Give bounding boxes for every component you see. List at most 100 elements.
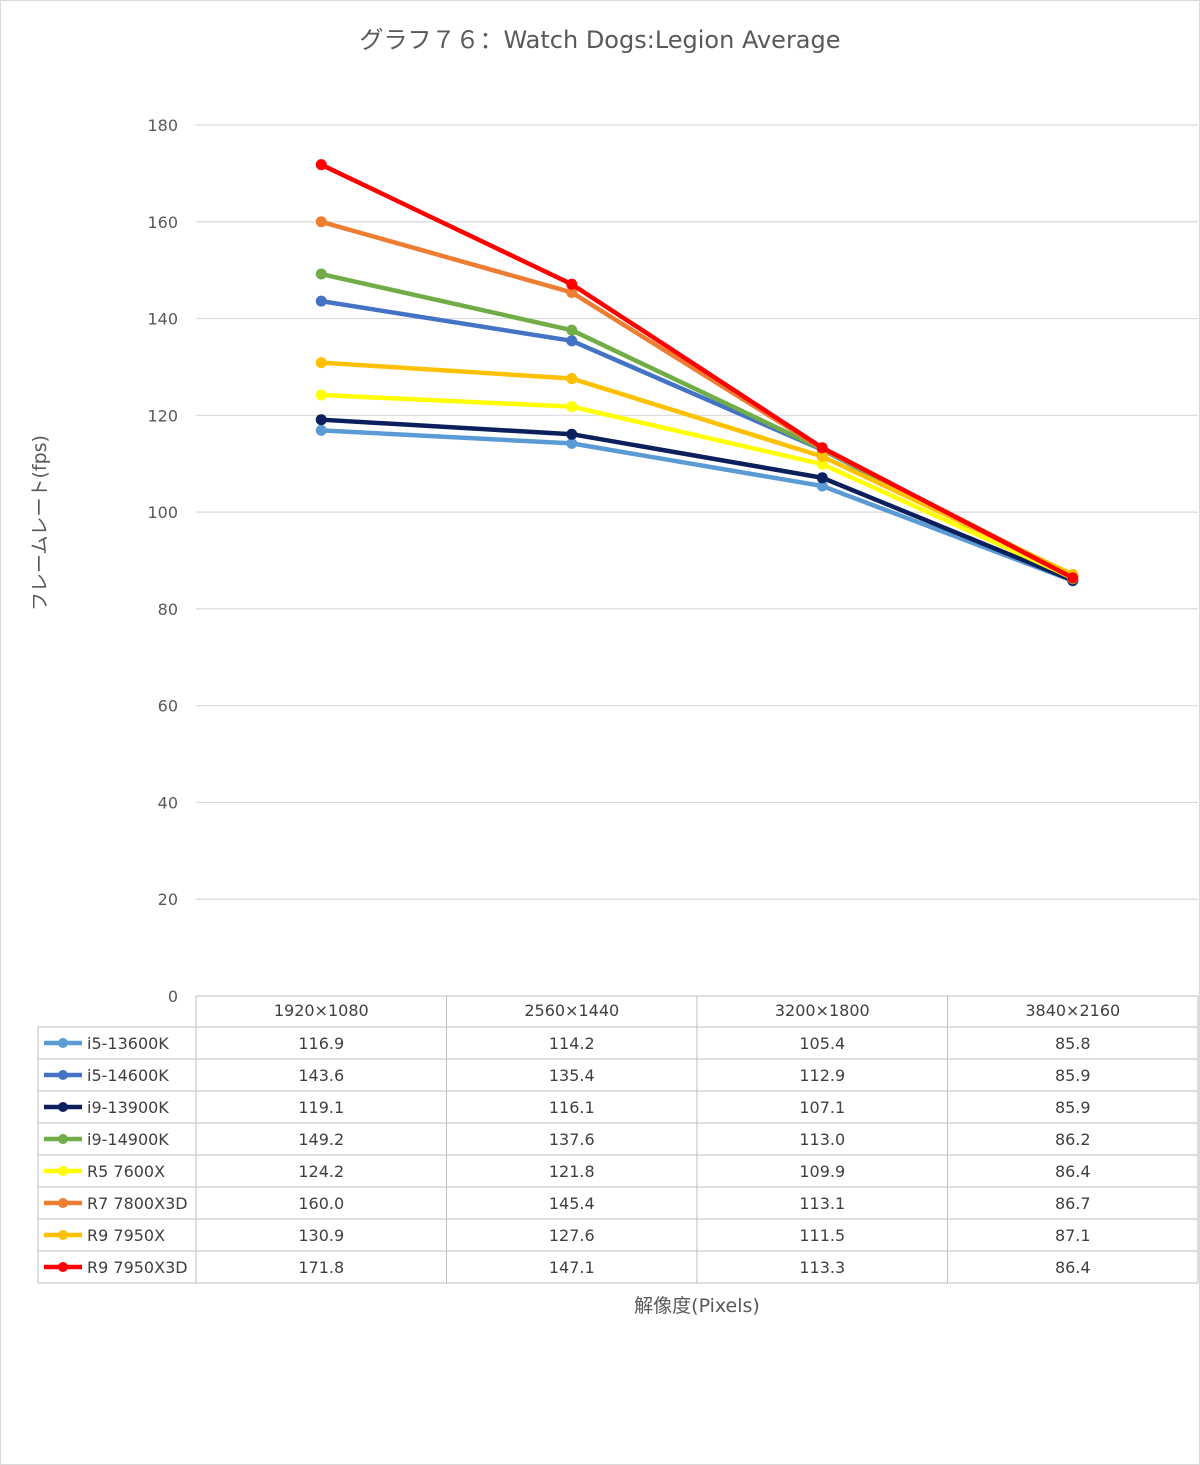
legend-key-marker: [58, 1134, 68, 1144]
data-label: 135.4: [549, 1066, 595, 1085]
series-name: i9-13900K: [87, 1098, 169, 1117]
series-i9-13900k: [315, 414, 1079, 586]
data-label: 149.2: [298, 1130, 344, 1149]
data-label: 113.1: [799, 1194, 845, 1213]
legend-key-marker: [58, 1070, 68, 1080]
data-label: 113.0: [799, 1130, 845, 1149]
data-label: 87.1: [1055, 1226, 1091, 1245]
chart-title: グラフ７６：Watch Dogs:Legion Average: [359, 26, 840, 54]
series-lines: [315, 159, 1079, 587]
data-point: [1067, 572, 1079, 584]
series-name: R7 7800X3D: [87, 1194, 188, 1213]
y-tick-label: 160: [147, 213, 178, 232]
data-point: [566, 335, 578, 347]
data-point: [315, 414, 327, 426]
data-label: 145.4: [549, 1194, 595, 1213]
y-tick-label: 120: [147, 406, 178, 425]
series-name: R5 7600X: [87, 1162, 165, 1181]
data-point: [816, 442, 828, 454]
data-label: 119.1: [298, 1098, 344, 1117]
category-label: 3840×2160: [1025, 1001, 1120, 1020]
series-line: [319, 417, 1075, 583]
data-point: [816, 472, 828, 484]
data-label: 116.9: [298, 1034, 344, 1053]
data-label: 114.2: [549, 1034, 595, 1053]
data-point: [315, 424, 327, 436]
data-label: 130.9: [298, 1226, 344, 1245]
data-point: [816, 450, 828, 462]
series-name: i5-13600K: [87, 1034, 169, 1053]
y-tick-label: 80: [158, 600, 178, 619]
gridlines: [196, 124, 1198, 900]
data-table: 1920×1080 2560×1440 3200×1800 3840×2160 i5-1…: [37, 995, 1199, 1284]
data-label: 85.8: [1055, 1034, 1091, 1053]
legend-key-marker: [58, 1038, 68, 1048]
data-label: 85.9: [1055, 1098, 1091, 1117]
data-label: 107.1: [799, 1098, 845, 1117]
data-label: 112.9: [799, 1066, 845, 1085]
y-tick-label: 100: [147, 503, 178, 522]
y-tick-label: 20: [158, 890, 178, 909]
data-label: 127.6: [549, 1226, 595, 1245]
data-point: [816, 480, 828, 492]
data-label: 86.7: [1055, 1194, 1091, 1213]
data-label: 85.9: [1055, 1066, 1091, 1085]
category-label: 2560×1440: [524, 1001, 619, 1020]
data-label: 116.1: [549, 1098, 595, 1117]
data-label: 105.4: [799, 1034, 845, 1053]
data-label: 121.8: [549, 1162, 595, 1181]
data-label: 160.0: [298, 1194, 344, 1213]
y-tick-label: 140: [147, 310, 178, 329]
data-point: [566, 437, 578, 449]
data-point: [315, 389, 327, 401]
series-line: [319, 392, 1075, 581]
data-label: 171.8: [298, 1258, 344, 1277]
data-label: 86.2: [1055, 1130, 1091, 1149]
series-name: R9 7950X3D: [87, 1258, 188, 1277]
data-label: 86.4: [1055, 1258, 1091, 1277]
legend-key-marker: [58, 1102, 68, 1112]
data-label: 109.9: [799, 1162, 845, 1181]
data-label: 124.2: [298, 1162, 344, 1181]
data-point: [816, 458, 828, 470]
x-axis-title: 解像度(Pixels): [634, 1295, 760, 1317]
data-point: [566, 401, 578, 413]
data-label: 143.6: [298, 1066, 344, 1085]
y-tick-label: 180: [147, 116, 178, 135]
y-tick-label: 60: [158, 697, 178, 716]
data-label: 86.4: [1055, 1162, 1091, 1181]
data-point: [315, 216, 327, 228]
series-line: [319, 360, 1075, 577]
category-label: 1920×1080: [274, 1001, 369, 1020]
data-point: [566, 428, 578, 440]
series-i5-13600k: [315, 424, 1079, 587]
series-line: [319, 428, 1075, 584]
data-point: [315, 268, 327, 280]
data-label: 111.5: [799, 1226, 845, 1245]
data-point: [315, 295, 327, 307]
data-label: 147.1: [549, 1258, 595, 1277]
data-point: [566, 373, 578, 385]
series-r9-7950x3d: [315, 159, 1079, 584]
legend-key-marker: [58, 1262, 68, 1272]
legend-key-marker: [58, 1166, 68, 1176]
data-point: [566, 278, 578, 290]
legend-key-marker: [58, 1198, 68, 1208]
data-label: 137.6: [549, 1130, 595, 1149]
y-axis-ticks: 0 20 40 60 80 100 120 140 160 180: [147, 116, 178, 1006]
legend-key-marker: [58, 1230, 68, 1240]
series-name: i5-14600K: [87, 1066, 169, 1085]
category-label: 3200×1800: [775, 1001, 870, 1020]
series-line: [319, 162, 1075, 581]
data-point: [566, 324, 578, 336]
data-point: [315, 357, 327, 369]
data-label: 113.3: [799, 1258, 845, 1277]
series-i5-14600k: [315, 295, 1079, 586]
series-name: R9 7950X: [87, 1226, 165, 1245]
y-axis-title: フレームレート(fps): [29, 435, 51, 611]
series-name: i9-14900K: [87, 1130, 169, 1149]
data-point: [566, 286, 578, 298]
data-point: [315, 159, 327, 171]
